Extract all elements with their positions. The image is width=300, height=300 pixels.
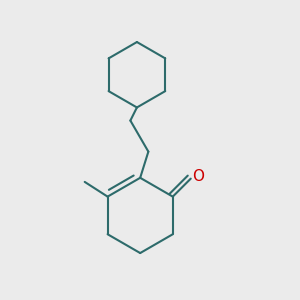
Text: O: O — [192, 169, 204, 184]
